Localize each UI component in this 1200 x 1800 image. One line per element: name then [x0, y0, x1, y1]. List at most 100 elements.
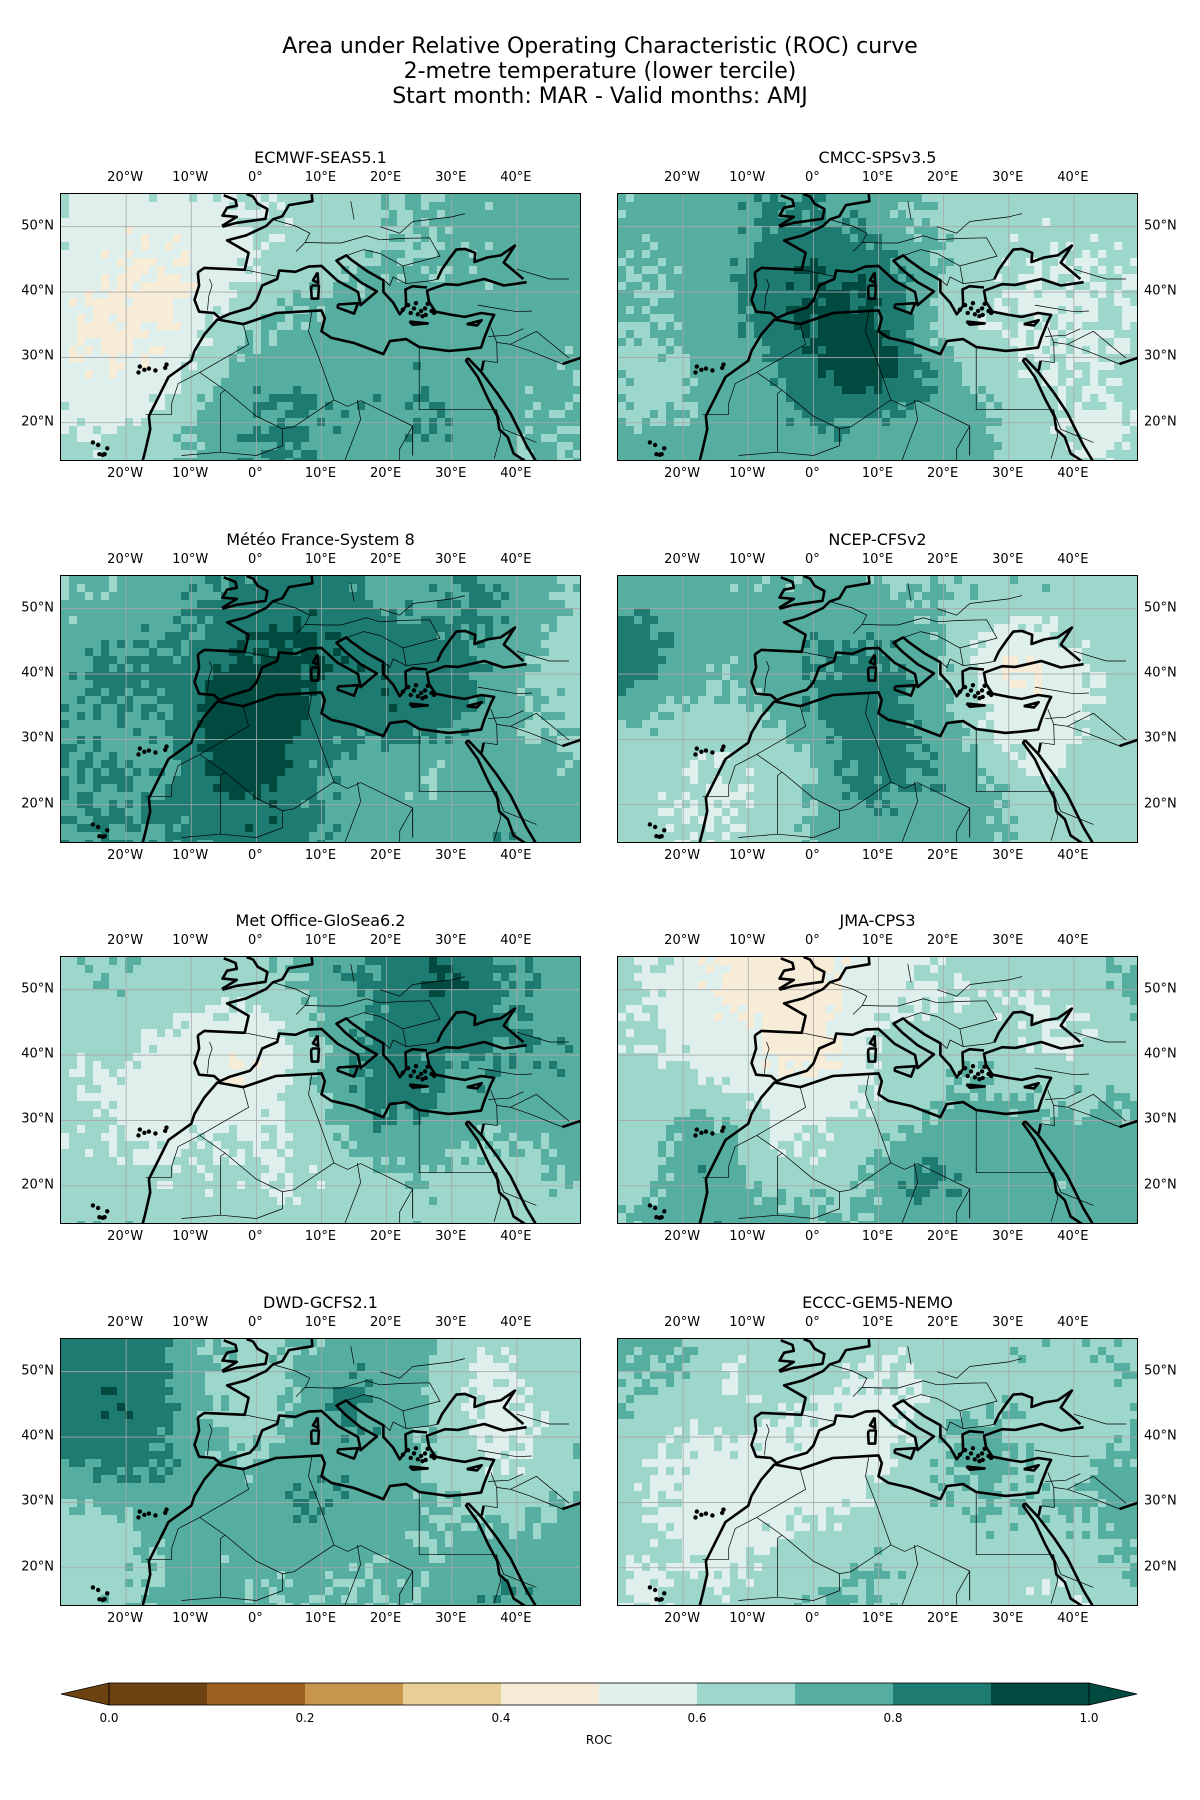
- lon-tick-label-bottom: 10°E: [861, 466, 894, 481]
- lon-tick-label-bottom: 30°E: [435, 848, 467, 863]
- colorbar-swatches: [60, 1682, 1138, 1706]
- roc-field-cells: [61, 194, 580, 460]
- lon-tick-label-top: 30°E: [435, 170, 467, 185]
- lon-tick-label-top: 10°E: [861, 933, 894, 948]
- roc-field-cells: [61, 576, 580, 842]
- lon-tick-label-top: 20°E: [926, 552, 959, 567]
- colorbar-swatch: [599, 1683, 698, 1705]
- lon-tick-label-top: 10°E: [304, 170, 337, 185]
- lon-tick-label-top: 10°W: [172, 1315, 209, 1330]
- panel-title: ECCC-GEM5-NEMO: [802, 1293, 953, 1312]
- lon-tick-label-bottom: 0°: [804, 1611, 820, 1626]
- colorbar-label: ROC: [585, 1733, 613, 1747]
- panel-title: DWD-GCFS2.1: [263, 1293, 378, 1312]
- roc-field: [61, 194, 580, 460]
- lon-tick-label-bottom: 40°E: [500, 466, 532, 481]
- lon-tick-label-top: 20°W: [664, 933, 701, 948]
- lon-tick-label-top: 0°: [247, 552, 263, 567]
- lon-tick-label-bottom: 40°E: [1057, 1611, 1089, 1626]
- roc-map-panel: [60, 193, 581, 461]
- country-borders: [145, 964, 570, 1223]
- coastlines: [141, 957, 580, 1223]
- lat-tick-label: 40°N: [1144, 1428, 1177, 1444]
- roc-field: [618, 576, 1137, 842]
- lon-tick-label-top: 10°E: [304, 933, 337, 948]
- graticule: [618, 957, 1137, 1223]
- lon-tick-label-bottom: 20°E: [369, 466, 402, 481]
- title-line-3: Start month: MAR - Valid months: AMJ: [392, 84, 808, 109]
- lat-tick-label: 20°N: [21, 796, 54, 812]
- coastlines: [141, 1339, 580, 1605]
- colorbar-swatch: [305, 1683, 404, 1705]
- island-dots: [647, 1063, 994, 1221]
- country-borders: [702, 1346, 1127, 1605]
- lon-tick-label-bottom: 20°E: [369, 848, 402, 863]
- lon-tick-label-top: 0°: [804, 933, 820, 948]
- lon-tick-label-bottom: 10°W: [729, 848, 766, 863]
- lon-tick-label-top: 20°W: [107, 170, 144, 185]
- roc-field: [61, 957, 580, 1223]
- lon-tick-label-bottom: 10°W: [172, 466, 209, 481]
- roc-map-panel: [60, 575, 581, 843]
- roc-field: [61, 1339, 580, 1605]
- lat-tick-label: 30°N: [21, 730, 54, 746]
- lon-tick-label-bottom: 20°W: [664, 1611, 701, 1626]
- lon-tick-label-bottom: 30°E: [435, 1229, 467, 1244]
- lat-tick-label: 50°N: [21, 981, 54, 997]
- lon-tick-label-bottom: 10°W: [729, 1229, 766, 1244]
- lon-tick-label-bottom: 0°: [247, 848, 263, 863]
- lon-tick-label-bottom: 10°E: [861, 848, 894, 863]
- lon-tick-label-bottom: 0°: [804, 848, 820, 863]
- lon-tick-label-bottom: 30°E: [992, 848, 1024, 863]
- lon-tick-label-bottom: 20°E: [369, 1229, 402, 1244]
- lon-tick-label-bottom: 10°W: [729, 1611, 766, 1626]
- lon-tick-label-top: 30°E: [992, 1315, 1024, 1330]
- lon-tick-label-top: 10°W: [729, 1315, 766, 1330]
- lon-tick-label-bottom: 30°E: [992, 1229, 1024, 1244]
- lat-tick-label: 30°N: [21, 348, 54, 364]
- lon-tick-label-top: 10°E: [304, 1315, 337, 1330]
- colorbar-swatch: [501, 1683, 600, 1705]
- lon-tick-label-bottom: 30°E: [435, 1611, 467, 1626]
- roc-field: [618, 194, 1137, 460]
- lon-tick-label-bottom: 40°E: [1057, 1229, 1089, 1244]
- island-dots: [647, 682, 994, 840]
- lon-tick-label-top: 20°W: [107, 1315, 144, 1330]
- lon-tick-label-top: 40°E: [1057, 933, 1089, 948]
- lat-tick-label: 30°N: [1144, 1111, 1177, 1127]
- lon-tick-label-top: 10°W: [172, 552, 209, 567]
- island-dots: [90, 300, 437, 458]
- roc-map-panel: [617, 956, 1138, 1224]
- lon-tick-label-top: 20°W: [664, 552, 701, 567]
- lon-tick-label-bottom: 10°E: [304, 466, 337, 481]
- lon-tick-label-top: 40°E: [500, 170, 532, 185]
- panel-title: Météo France-System 8: [226, 530, 415, 549]
- lon-tick-label-top: 0°: [247, 170, 263, 185]
- lat-tick-label: 20°N: [1144, 1177, 1177, 1193]
- title-line-2: 2-metre temperature (lower tercile): [403, 59, 797, 84]
- lon-tick-label-top: 10°E: [861, 1315, 894, 1330]
- lon-tick-label-top: 20°W: [664, 1315, 701, 1330]
- lon-tick-label-bottom: 30°E: [992, 1611, 1024, 1626]
- lon-tick-label-top: 30°E: [435, 1315, 467, 1330]
- lon-tick-label-top: 40°E: [500, 552, 532, 567]
- lon-tick-label-top: 10°W: [172, 933, 209, 948]
- lon-tick-label-bottom: 10°E: [861, 1611, 894, 1626]
- panel-title: Met Office-GloSea6.2: [235, 911, 406, 930]
- lat-tick-label: 20°N: [21, 1559, 54, 1575]
- island-dots: [647, 1445, 994, 1603]
- lon-tick-label-bottom: 10°W: [729, 466, 766, 481]
- lat-tick-label: 20°N: [1144, 1559, 1177, 1575]
- lat-tick-label: 40°N: [1144, 283, 1177, 299]
- lon-tick-label-bottom: 20°E: [926, 1611, 959, 1626]
- lat-tick-label: 50°N: [1144, 981, 1177, 997]
- lon-tick-label-bottom: 10°E: [304, 1611, 337, 1626]
- lat-tick-label: 50°N: [21, 600, 54, 616]
- coastlines: [141, 194, 580, 460]
- lon-tick-label-top: 10°E: [304, 552, 337, 567]
- lon-tick-label-top: 30°E: [435, 933, 467, 948]
- panel-title: ECMWF-SEAS5.1: [254, 148, 387, 167]
- roc-map-panel: [617, 193, 1138, 461]
- coastlines: [698, 194, 1137, 460]
- lon-tick-label-bottom: 20°W: [664, 848, 701, 863]
